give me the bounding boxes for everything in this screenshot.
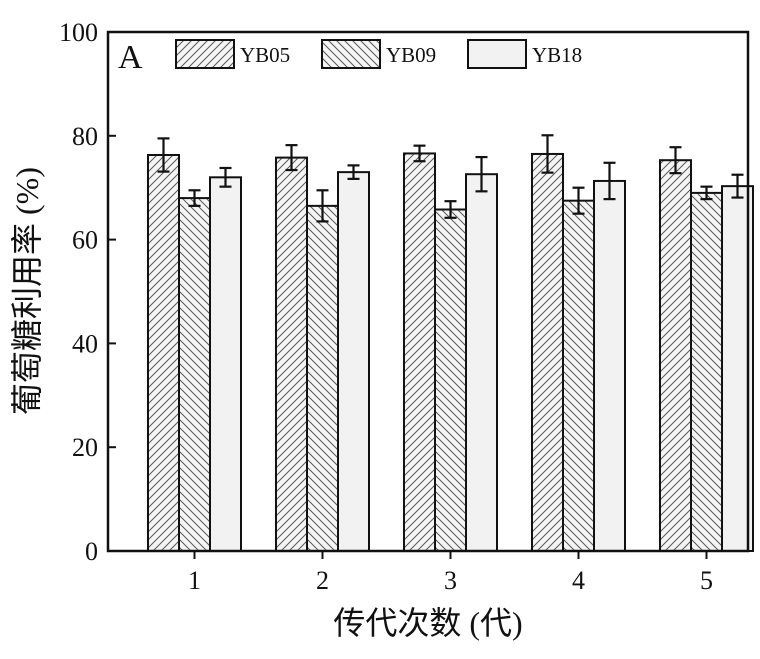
bar-yb18-gen-3	[465, 173, 498, 552]
x-tick-label-3: 3	[444, 566, 457, 595]
bar-yb18-gen-1	[209, 176, 242, 552]
y-tick-label-80: 80	[72, 122, 98, 151]
error-bar-yb18-gen-4	[603, 161, 616, 201]
error-bar-yb05-gen-5	[669, 146, 682, 175]
legend-label-yb05: YB05	[240, 43, 290, 67]
error-bar-yb18-gen-3	[475, 155, 488, 193]
bar-yb05-gen-2	[275, 156, 308, 553]
bar-yb05-gen-5	[659, 159, 692, 552]
bar-yb05-gen-1	[147, 154, 180, 553]
bar-yb09-gen-5	[690, 191, 723, 552]
legend-item-yb18: YB18	[467, 39, 582, 69]
x-tick-label-5: 5	[700, 566, 713, 595]
x-tick-label-4: 4	[572, 566, 585, 595]
error-bar-yb05-gen-4	[541, 134, 554, 174]
y-tick-label-100: 100	[59, 18, 98, 47]
bar-yb18-gen-2	[337, 171, 370, 552]
bar-yb09-gen-2	[306, 204, 339, 553]
legend-label-yb09: YB09	[386, 43, 436, 67]
error-bar-yb09-gen-3	[444, 200, 457, 219]
error-bar-yb09-gen-2	[316, 189, 329, 223]
error-bar-yb18-gen-5	[731, 173, 744, 199]
error-bar-yb09-gen-5	[700, 185, 713, 201]
error-bar-yb18-gen-2	[347, 164, 360, 180]
legend-item-yb05: YB05	[175, 39, 290, 69]
y-axis-title: 葡萄糖利用率 (%)	[9, 167, 45, 415]
bar-yb09-gen-3	[434, 208, 467, 553]
legend-label-yb18: YB18	[532, 43, 582, 67]
y-axis: 0 20 40 60 80 100	[59, 18, 116, 566]
error-bar-yb05-gen-2	[285, 144, 298, 172]
legend-swatch-yb18	[467, 39, 527, 69]
error-bars-layer	[157, 134, 744, 223]
y-tick-label-60: 60	[72, 226, 98, 255]
error-bar-yb18-gen-1	[219, 166, 232, 188]
error-bar-yb05-gen-1	[157, 137, 170, 173]
error-bar-yb05-gen-3	[413, 144, 426, 163]
error-bar-yb09-gen-1	[188, 189, 201, 207]
y-tick-label-40: 40	[72, 329, 98, 358]
bar-yb18-gen-4	[593, 179, 626, 552]
x-tick-label-1: 1	[188, 566, 201, 595]
error-bar-yb09-gen-4	[572, 186, 585, 215]
bar-yb09-gen-4	[562, 199, 595, 553]
legend: YB05 YB09 YB18	[175, 39, 582, 69]
bar-yb09-gen-1	[178, 197, 211, 553]
y-tick-label-20: 20	[72, 433, 98, 462]
x-axis: 1 2 3 4 5	[188, 551, 713, 595]
legend-item-yb09: YB09	[321, 39, 436, 69]
legend-swatch-yb09	[321, 39, 381, 69]
plot-frame	[106, 30, 750, 553]
x-axis-title: 传代次数 (代)	[333, 605, 522, 641]
bar-yb05-gen-4	[531, 152, 564, 552]
y-tick-label-0: 0	[85, 537, 98, 566]
x-tick-label-2: 2	[316, 566, 329, 595]
bar-yb05-gen-3	[403, 152, 436, 552]
panel-label: A	[118, 39, 143, 76]
legend-swatch-yb05	[175, 39, 235, 69]
